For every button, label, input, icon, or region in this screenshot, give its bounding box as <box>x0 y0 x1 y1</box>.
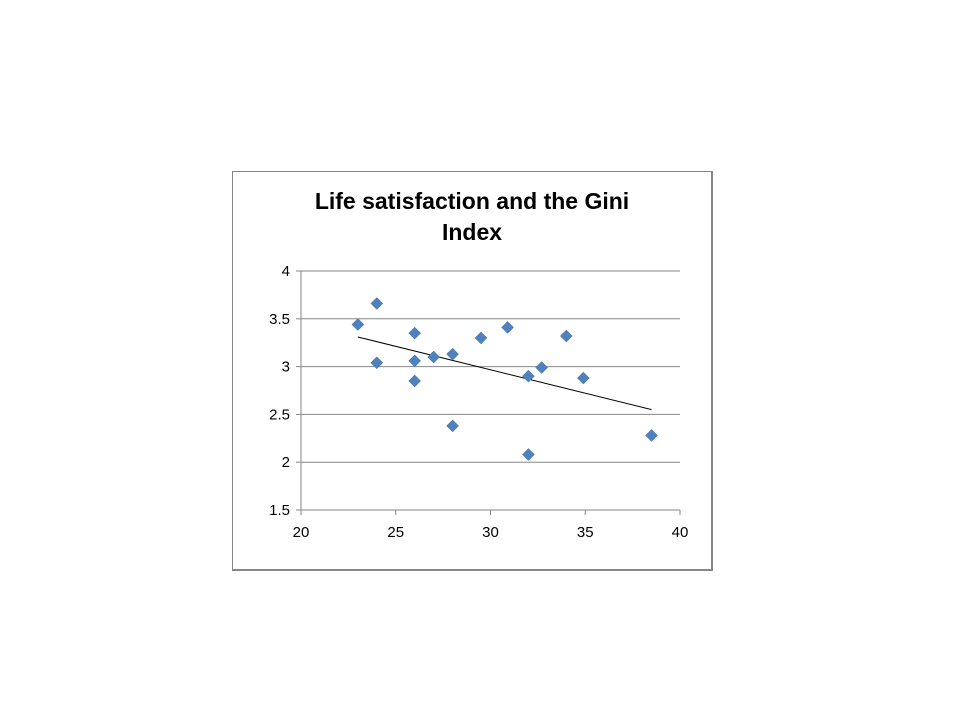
x-tick-label: 30 <box>482 524 499 541</box>
y-tick-label: 3 <box>282 359 290 376</box>
y-tick-label: 1.5 <box>269 502 290 519</box>
y-tick-label: 2 <box>282 454 290 471</box>
x-tick-label: 20 <box>293 524 310 541</box>
y-tick-label: 3.5 <box>269 311 290 328</box>
x-tick-label: 35 <box>577 524 594 541</box>
scatter-chart: 1.5 2 2.5 3 3.5 4 20 25 30 35 40 <box>269 263 689 541</box>
x-tick-label: 40 <box>672 524 689 541</box>
data-point <box>408 354 422 368</box>
data-point <box>408 374 422 388</box>
data-point <box>446 419 459 433</box>
data-point <box>370 297 384 310</box>
chart-frame: Life satisfaction and the Gini Index 1.5… <box>232 171 713 571</box>
y-tick-label: 2.5 <box>269 406 290 423</box>
data-point <box>501 321 514 334</box>
data-point <box>408 326 422 340</box>
trendline <box>357 336 652 411</box>
data-point <box>522 369 535 383</box>
data-point <box>522 448 535 461</box>
x-tick-label: 25 <box>387 524 404 541</box>
data-point <box>535 361 549 374</box>
data-point <box>577 371 590 385</box>
data-point <box>645 429 658 442</box>
data-point <box>427 350 441 364</box>
data-point <box>446 347 459 361</box>
chart-title: Life satisfaction and the Gini Index <box>314 188 630 245</box>
data-point <box>351 318 365 331</box>
y-tick-label: 4 <box>282 263 290 280</box>
data-point <box>559 329 573 343</box>
data-point <box>370 356 384 370</box>
data-point <box>474 331 488 345</box>
